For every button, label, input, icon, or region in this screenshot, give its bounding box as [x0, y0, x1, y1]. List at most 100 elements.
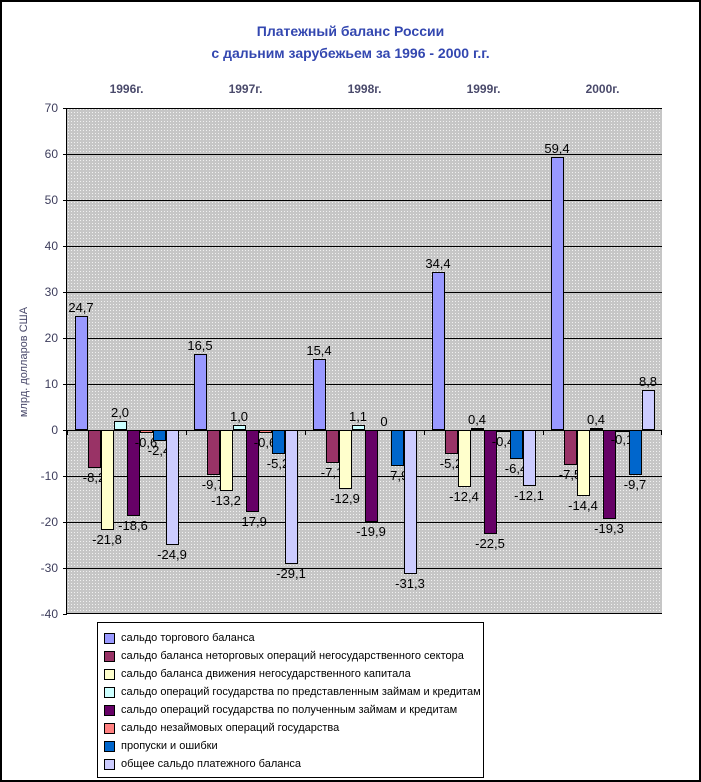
legend-swatch-icon	[104, 686, 115, 698]
bar-series6-1996г.	[139, 430, 153, 433]
gridline-70	[67, 108, 662, 109]
bar-series2-1996г.	[87, 430, 101, 468]
y-axis-tick	[63, 108, 67, 109]
y-axis-tick	[63, 384, 67, 385]
data-label: -6,4	[504, 461, 528, 477]
data-label: -12,1	[514, 487, 544, 503]
data-label: -0,6	[134, 434, 158, 450]
legend-swatch-icon	[104, 758, 115, 770]
data-label: -5,2	[439, 455, 463, 471]
bar-series6-1999г.	[496, 430, 510, 432]
legend-label: сальдо торгового баланса	[121, 632, 255, 644]
category-axis-tick	[661, 430, 662, 435]
legend-swatch-icon	[104, 740, 115, 752]
category-label-2000г.: 2000г.	[585, 82, 620, 96]
y-tick-label: -40	[40, 607, 58, 621]
y-tick-label: -10	[40, 469, 58, 483]
gridline-10	[67, 384, 662, 385]
legend-item-4: сальдо операций государства по представл…	[104, 683, 481, 701]
chart-title-line1: Платежный баланс России	[256, 23, 445, 39]
data-label: -12,4	[449, 489, 479, 505]
bar-series2-2000г.	[563, 430, 577, 465]
data-label: -14,4	[568, 498, 598, 514]
gridline-60	[67, 154, 662, 155]
y-axis-title: млрд. долларов США	[18, 306, 30, 418]
data-label: -21,8	[92, 532, 122, 548]
legend-swatch-icon	[104, 632, 115, 644]
bar-series3-1996г.	[100, 430, 114, 531]
y-tick-label: 70	[44, 101, 58, 115]
y-tick-label: 10	[44, 377, 58, 391]
category-label-1999г.: 1999г.	[466, 82, 501, 96]
bar-series4-2000г.	[589, 428, 603, 430]
legend-swatch-icon	[104, 668, 115, 680]
bar-series8-2000г.	[641, 389, 655, 430]
data-label: 0,4	[586, 412, 606, 428]
legend: сальдо торгового баланса сальдо баланса н…	[97, 622, 484, 778]
data-label: 1,0	[229, 409, 249, 425]
y-axis-tick	[63, 154, 67, 155]
bar-series2-1998г.	[325, 430, 339, 463]
bar-series1-1997г.	[193, 354, 207, 430]
data-label: 34,4	[425, 255, 451, 271]
bar-series8-1998г.	[403, 430, 417, 574]
y-tick-label: 0	[51, 423, 58, 437]
bar-series8-1996г.	[165, 430, 179, 545]
bar-series3-1999г.	[457, 430, 471, 488]
bar-series6-1997г.	[258, 430, 272, 433]
data-label: -7,1	[320, 464, 344, 480]
data-label: 1,1	[348, 408, 368, 424]
legend-item-6: сальдо незаймовых операций государства	[104, 719, 477, 737]
gridline--20	[67, 522, 662, 523]
legend-label: пропуски и ошибки	[121, 740, 218, 752]
y-axis-tick	[63, 476, 67, 477]
data-label: 24,7	[68, 300, 94, 316]
data-label: 15,4	[306, 343, 332, 359]
data-label: -2,4	[147, 443, 171, 459]
bar-series5-1998г.	[364, 430, 378, 522]
legend-label: сальдо баланса движения негосударственно…	[121, 668, 411, 680]
legend-swatch-icon	[104, 704, 115, 716]
y-tick-label: 40	[44, 239, 58, 253]
bar-series5-1996г.	[126, 430, 140, 516]
data-label: 2,0	[110, 404, 130, 420]
bar-series5-2000г.	[602, 430, 616, 519]
data-label: 8,8	[638, 373, 658, 389]
bar-series3-2000г.	[576, 430, 590, 497]
gridline-40	[67, 246, 662, 247]
data-label: -0,1	[610, 432, 634, 448]
y-tick-label: 50	[44, 193, 58, 207]
y-axis-tick	[63, 430, 67, 431]
data-label: 16,5	[187, 338, 213, 354]
legend-item-3: сальдо баланса движения негосударственно…	[104, 665, 477, 683]
data-label: -19,9	[356, 523, 386, 539]
data-label: -18,6	[118, 517, 148, 533]
bar-series4-1998г.	[351, 424, 365, 430]
category-label-1996г.: 1996г.	[109, 82, 144, 96]
bar-series4-1997г.	[232, 425, 246, 430]
data-label: -0,4	[491, 433, 515, 449]
data-label: -12,9	[330, 491, 360, 507]
gridline--30	[67, 568, 662, 569]
data-label: -8,2	[82, 469, 106, 485]
bar-series1-2000г.	[550, 156, 564, 430]
legend-item-7: пропуски и ошибки	[104, 737, 477, 755]
y-axis-tick	[63, 338, 67, 339]
bar-series3-1998г.	[338, 430, 352, 490]
legend-label: сальдо операций государства по полученны…	[121, 704, 458, 716]
y-tick-label: -30	[40, 561, 58, 575]
bar-series1-1996г.	[74, 316, 88, 430]
data-label: 0,4	[467, 412, 487, 428]
legend-label: сальдо баланса неторговых операций негос…	[121, 650, 464, 662]
y-tick-label: 60	[44, 147, 58, 161]
legend-swatch-icon	[104, 650, 115, 662]
legend-item-2: сальдо баланса неторговых операций негос…	[104, 647, 477, 665]
data-label: -5,2	[266, 455, 290, 471]
gridline-50	[67, 200, 662, 201]
y-axis-tick	[63, 292, 67, 293]
bar-series4-1996г.	[113, 420, 127, 430]
data-label: -19,3	[594, 520, 624, 536]
bar-series5-1997г.	[245, 430, 259, 513]
bar-series4-1999г.	[470, 428, 484, 430]
bar-series7-1997г.	[271, 430, 285, 454]
